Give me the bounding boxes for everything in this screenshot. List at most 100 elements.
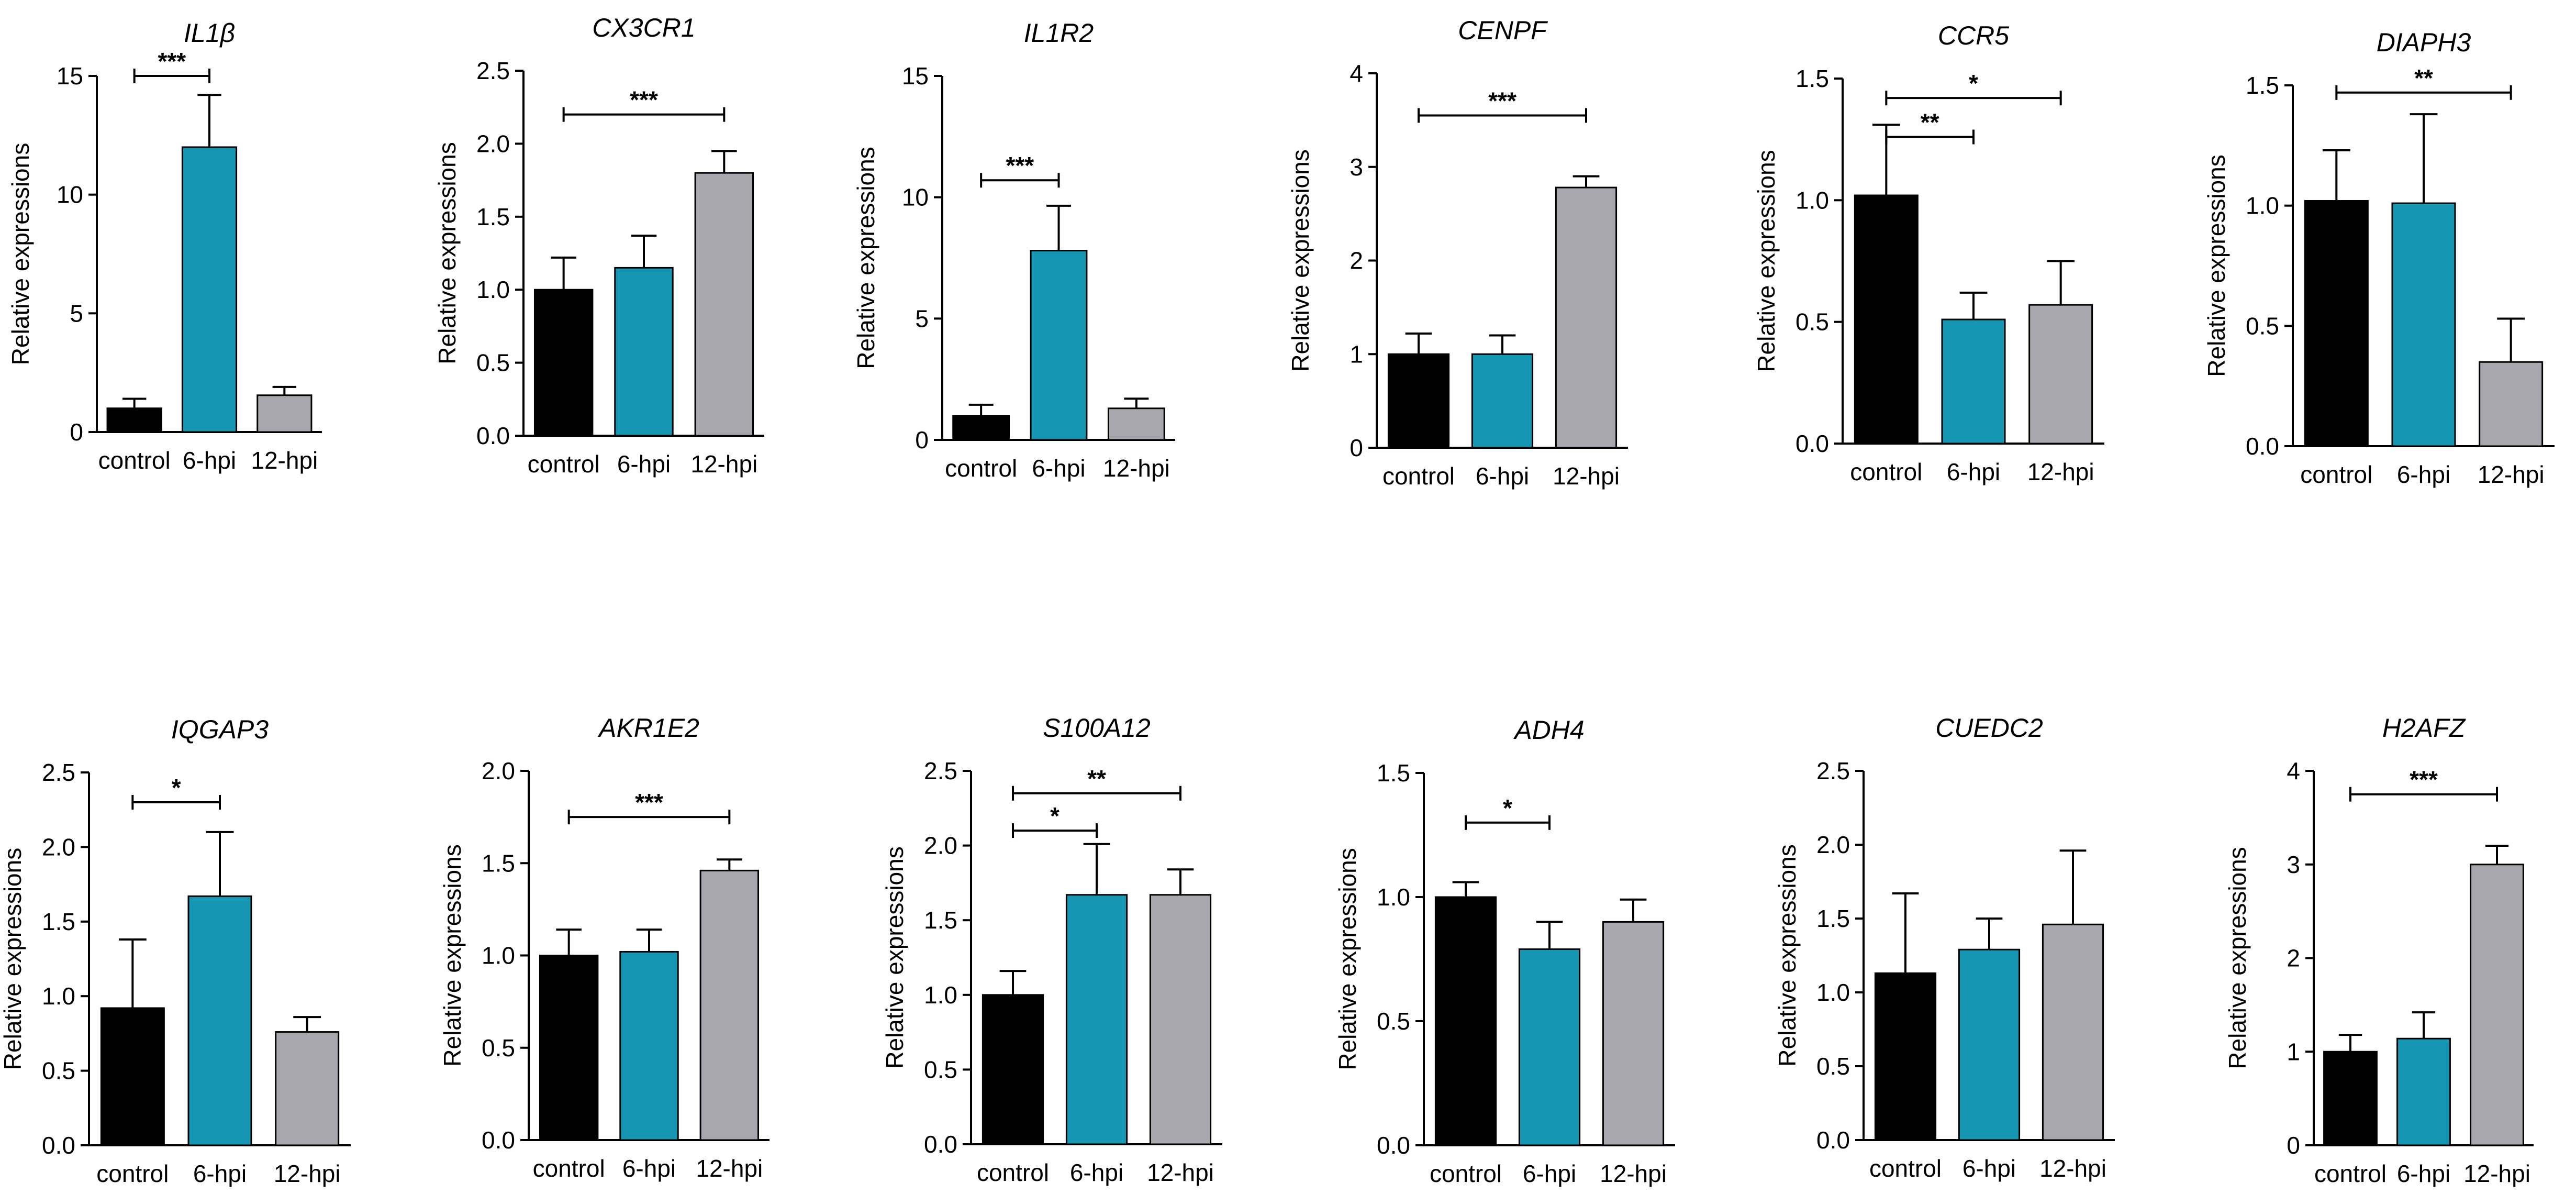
chart-panel: CCR5 Relative expressions 0.0 0.5 1.0 1.5 cont… <box>1753 21 2104 485</box>
y-axis-label: Relative expressions <box>1287 149 1314 371</box>
chart-title: ADH4 <box>1513 715 1584 745</box>
y-axis-label: Relative expressions <box>439 844 466 1066</box>
bar <box>257 394 313 433</box>
category-label: control <box>1382 462 1455 490</box>
bar <box>106 407 162 433</box>
y-tick-label: 1.0 <box>1377 883 1410 911</box>
y-tick-label: 2.0 <box>924 832 957 859</box>
y-tick-label: 0.0 <box>1816 1126 1850 1154</box>
category-label: control <box>977 1159 1049 1186</box>
bar <box>533 289 594 437</box>
bar <box>1958 948 2021 1141</box>
category-label: 12-hpi <box>2027 458 2094 485</box>
significance-label: * <box>1503 794 1512 822</box>
bar <box>982 994 1044 1145</box>
significance-label: ** <box>1921 109 1939 136</box>
y-tick-label: 15 <box>57 62 83 90</box>
bar <box>952 415 1010 441</box>
y-tick-label: 1.0 <box>2246 192 2279 219</box>
y-tick-label: 0 <box>70 418 83 446</box>
significance-label: * <box>1050 802 1060 830</box>
bar <box>2042 923 2104 1141</box>
y-tick-label: 10 <box>57 181 83 208</box>
chart-panel: ADH4 Relative expressions 0.0 0.5 1.0 1.5 cont… <box>1334 715 1675 1187</box>
bar <box>1065 894 1128 1145</box>
y-tick-label: 1 <box>1350 340 1363 368</box>
bar <box>1387 353 1450 449</box>
y-tick-label: 1.5 <box>1796 65 1829 92</box>
y-tick-label: 1.0 <box>1816 979 1850 1006</box>
y-tick-label: 3 <box>1350 153 1363 181</box>
y-tick-label: 3 <box>2287 851 2300 878</box>
bar <box>694 172 754 437</box>
y-tick-label: 0.0 <box>2246 433 2279 460</box>
y-tick-label: 2.0 <box>476 130 510 157</box>
category-label: control <box>945 455 1017 482</box>
y-tick-label: 0 <box>2287 1132 2300 1159</box>
chart-title: AKR1E2 <box>597 713 699 743</box>
y-tick-label: 0.0 <box>924 1131 957 1158</box>
chart-title: CX3CR1 <box>592 13 695 42</box>
y-tick-label: 15 <box>902 62 929 90</box>
bar <box>1030 250 1088 441</box>
significance-label: *** <box>158 48 186 75</box>
y-tick-label: 0.5 <box>2246 312 2279 339</box>
bar <box>1874 972 1937 1141</box>
bar <box>2479 361 2544 447</box>
y-tick-label: 1.0 <box>476 276 510 303</box>
category-label: 12-hpi <box>696 1155 763 1182</box>
bar <box>1602 921 1665 1146</box>
chart-panel: S100A12 Relative expressions 0.0 0.5 1.0 1.5 2… <box>881 713 1222 1186</box>
category-label: 6-hpi <box>622 1155 676 1182</box>
category-label: control <box>2314 1160 2387 1187</box>
category-label: control <box>1869 1155 1942 1182</box>
chart-title: DIAPH3 <box>2377 28 2471 57</box>
y-axis-label: Relative expressions <box>1753 150 1780 372</box>
chart-title: H2AFZ <box>2382 713 2466 743</box>
y-axis-label: Relative expressions <box>1774 844 1801 1066</box>
bar <box>1518 948 1581 1146</box>
category-label: control <box>528 450 600 478</box>
y-tick-label: 0.5 <box>1796 308 1829 336</box>
y-tick-label: 0.5 <box>1377 1008 1410 1035</box>
y-axis-label: Relative expressions <box>2224 847 2251 1069</box>
bar <box>619 950 679 1141</box>
category-label: control <box>1430 1160 1502 1187</box>
category-label: control <box>533 1155 605 1182</box>
category-label: 6-hpi <box>1947 458 2000 485</box>
y-tick-label: 2.5 <box>1816 757 1850 784</box>
y-tick-label: 2.0 <box>482 757 515 784</box>
chart-panel: AKR1E2 Relative expressions 0.0 0.5 1.0 1.5 2.… <box>439 713 770 1182</box>
bar <box>614 267 674 437</box>
y-tick-label: 0.5 <box>1816 1053 1850 1080</box>
y-axis-label: Relative expressions <box>2203 154 2230 377</box>
category-label: control <box>1850 458 1922 485</box>
y-tick-label: 1.0 <box>482 942 515 969</box>
bar <box>275 1031 340 1146</box>
chart-title: IQGAP3 <box>171 715 269 744</box>
y-tick-label: 1.5 <box>924 906 957 934</box>
significance-label: * <box>172 774 181 801</box>
bar <box>1555 186 1618 449</box>
significance-label: * <box>1969 70 1978 97</box>
chart-title: IL1R2 <box>1024 18 1094 48</box>
category-label: control <box>96 1160 169 1187</box>
chart-title: S100A12 <box>1043 713 1151 743</box>
category-label: 12-hpi <box>251 447 318 474</box>
category-label: control <box>98 447 171 474</box>
bar <box>699 869 760 1141</box>
chart-panel: IQGAP3 Relative expressions 0.0 0.5 1.0 1.5 2.… <box>0 715 351 1187</box>
y-tick-label: 0.0 <box>42 1132 75 1159</box>
bar <box>1471 353 1534 449</box>
chart-panel: CX3CR1 Relative expressions 0.0 0.5 1.0 1.5 2.… <box>433 13 764 478</box>
bar <box>1434 896 1497 1146</box>
category-label: 12-hpi <box>2478 461 2545 488</box>
bar <box>187 895 252 1146</box>
y-tick-label: 0.5 <box>476 349 510 377</box>
y-tick-label: 2.5 <box>924 757 957 784</box>
y-tick-label: 1.5 <box>42 908 75 935</box>
y-tick-label: 0.5 <box>42 1057 75 1085</box>
bar <box>2396 1037 2451 1146</box>
y-tick-label: 1.0 <box>924 981 957 1009</box>
